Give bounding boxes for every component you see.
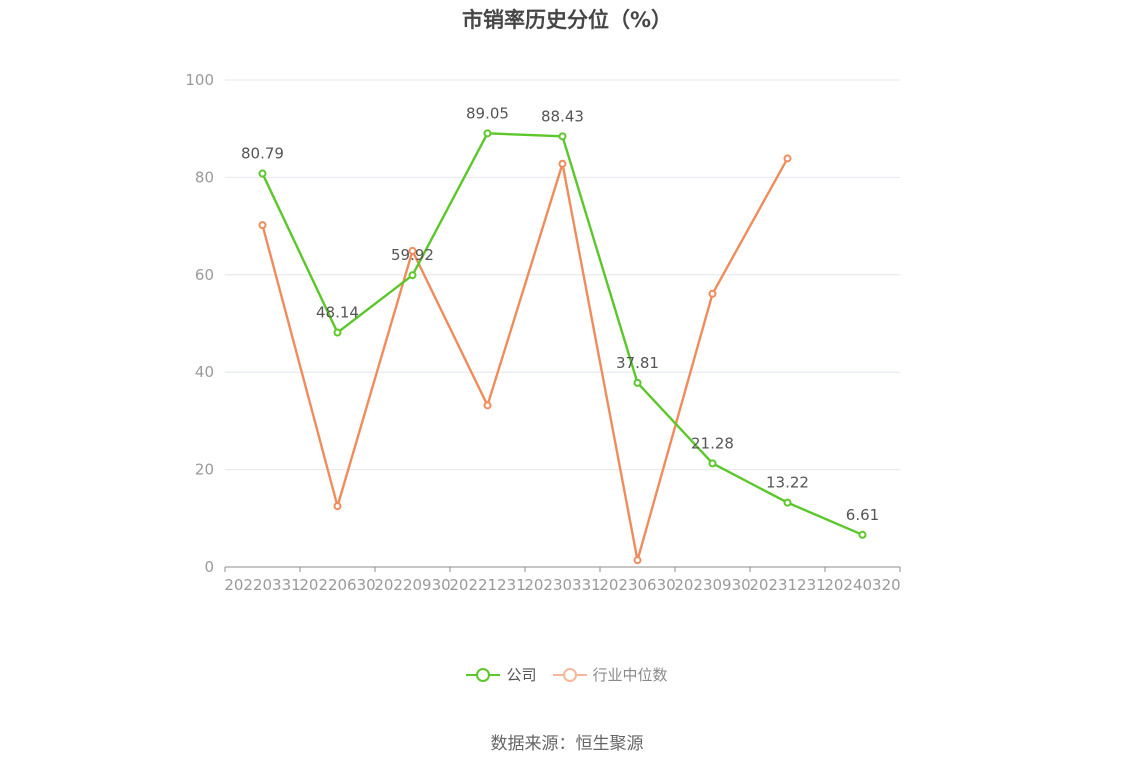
legend-swatch-company	[466, 667, 501, 682]
data-point-industry-median[interactable]	[633, 556, 642, 565]
legend: 公司 行业中位数	[0, 664, 1134, 685]
chart-title: 市销率历史分位（%）	[461, 8, 673, 32]
axes: 0 20 40 60 80 100 2022033120220630202209302022…	[185, 71, 900, 594]
data-point-company[interactable]	[483, 129, 492, 138]
data-label: 48.14	[316, 304, 359, 322]
x-tick-label: 20221231	[449, 576, 525, 594]
x-tick-label: 20240320	[824, 576, 900, 594]
x-tick-label: 20230630	[599, 576, 675, 594]
legend-label-industry-median: 行业中位数	[592, 666, 668, 684]
legend-item-company[interactable]: 公司	[466, 664, 537, 685]
data-point-company[interactable]	[258, 169, 267, 178]
data-label: 80.79	[241, 145, 284, 163]
y-tick-label: 80	[195, 168, 214, 186]
data-source: 数据来源：恒生聚源	[490, 734, 644, 754]
y-tick-label: 100	[185, 71, 214, 89]
y-tick-label: 40	[195, 363, 214, 381]
x-tick-label: 20230930	[674, 576, 750, 594]
data-point-industry-median[interactable]	[483, 401, 492, 410]
data-label: 37.81	[616, 354, 659, 372]
y-tick-label: 0	[204, 558, 214, 576]
data-point-company[interactable]	[408, 271, 417, 280]
data-label: 6.61	[846, 506, 879, 524]
data-label: 89.05	[466, 104, 509, 122]
data-point-industry-median[interactable]	[708, 289, 717, 298]
data-point-company[interactable]	[858, 530, 867, 539]
data-point-company[interactable]	[558, 132, 567, 141]
data-labels: 80.79 48.14 59.92 89.05 88.43 37.81 21.28 13.22…	[241, 104, 879, 523]
gridlines	[225, 79, 900, 471]
y-tick-label: 60	[195, 266, 214, 284]
x-tick-label: 20220930	[374, 576, 450, 594]
data-point-company[interactable]	[333, 328, 342, 337]
data-point-industry-median[interactable]	[333, 502, 342, 511]
data-label: 59.92	[391, 246, 434, 264]
series	[258, 129, 867, 565]
data-label: 88.43	[541, 107, 584, 125]
line-chart: 0 20 40 60 80 100 2022033120220630202209302022…	[185, 71, 900, 594]
series-line-industry-median	[261, 157, 789, 562]
x-tick-label: 20231231	[749, 576, 825, 594]
x-tick-label: 20220630	[299, 576, 375, 594]
data-label: 13.22	[766, 474, 809, 492]
data-point-industry-median[interactable]	[258, 221, 267, 230]
y-tick-label: 20	[195, 461, 214, 479]
x-tick-label: 20220331	[224, 576, 300, 594]
data-point-industry-median[interactable]	[783, 154, 792, 163]
data-point-industry-median[interactable]	[408, 246, 417, 255]
data-label: 21.28	[691, 434, 734, 452]
data-point-industry-median[interactable]	[558, 159, 567, 168]
data-point-company[interactable]	[633, 378, 642, 387]
legend-item-industry-median[interactable]: 行业中位数	[552, 664, 668, 685]
legend-swatch-industry-median	[552, 667, 587, 682]
legend-label-company: 公司	[506, 666, 537, 684]
data-point-company[interactable]	[783, 498, 792, 507]
x-tick-label: 20230331	[524, 576, 600, 594]
data-point-company[interactable]	[708, 459, 717, 468]
